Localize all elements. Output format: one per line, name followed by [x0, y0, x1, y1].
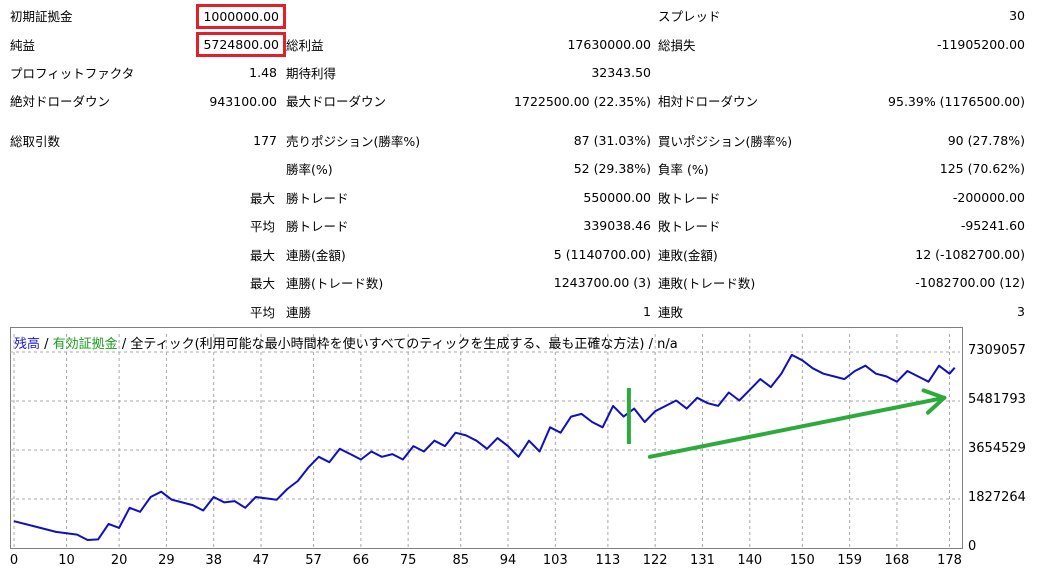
- max-consec-wins-money-value: 5 (1140700.00): [553, 247, 651, 262]
- x-tick-label: 113: [595, 553, 621, 568]
- avg-consec-losses-label: 連敗: [658, 305, 684, 320]
- max-win-trade-prefix: 最大: [250, 191, 276, 206]
- profit-factor-value: 1.48: [249, 65, 277, 80]
- gross-profit-value: 17630000.00: [567, 37, 651, 52]
- y-tick-label: 0: [968, 539, 977, 554]
- max-drawdown-label: 最大ドローダウン: [286, 94, 387, 109]
- max-consec-losses-count-label: 連敗(トレード数): [658, 276, 756, 291]
- avg-loss-trade-value: -95241.60: [960, 218, 1025, 233]
- avg-loss-trade-label: 敗トレード: [658, 219, 721, 234]
- avg-consec-wins-prefix: 平均: [250, 305, 276, 320]
- chart-legend: 残高 / 有効証拠金 / 全ティック(利用可能な最小時間枠を使いすべてのティック…: [14, 333, 678, 352]
- initial-deposit-label: 初期証拠金: [10, 9, 73, 24]
- legend-model: 全ティック(利用可能な最小時間枠を使いすべてのティックを生成する、最も正確な方法…: [130, 337, 645, 352]
- y-tick-label: 3654529: [968, 441, 1026, 456]
- gross-loss-label: 総損失: [658, 38, 696, 53]
- x-tick-label: 75: [399, 553, 417, 568]
- short-positions-label: 売りポジション(勝率%): [286, 134, 421, 149]
- max-consec-wins-count-prefix: 最大: [250, 276, 276, 291]
- legend-balance: 残高: [14, 337, 41, 352]
- legend-separator: /: [644, 337, 658, 352]
- legend-separator: /: [117, 337, 131, 352]
- profit-factor-label: プロフィットファクタ: [10, 66, 135, 81]
- x-tick-label: 0: [9, 553, 19, 568]
- spread-value: 30: [1009, 8, 1025, 23]
- x-tick-label: 38: [205, 553, 222, 568]
- max-win-trade-label: 勝トレード: [286, 191, 349, 206]
- max-consec-wins-count-label: 連勝(トレード数): [286, 276, 384, 291]
- avg-win-trade-prefix: 平均: [250, 219, 276, 234]
- x-tick-label: 131: [690, 553, 715, 568]
- spread-label: スプレッド: [658, 9, 721, 24]
- x-tick-label: 178: [937, 553, 962, 568]
- net-profit-value: 5724800.00: [196, 32, 286, 57]
- y-tick-label: 1827264: [968, 490, 1026, 505]
- annotation-arrow-shaft: [647, 395, 947, 459]
- rel-drawdown-label: 相対ドローダウン: [658, 94, 759, 109]
- short-positions-value: 87 (31.03%): [573, 133, 651, 148]
- x-tick-label: 140: [737, 553, 763, 568]
- x-tick-label: 10: [58, 553, 75, 568]
- net-profit-label: 純益: [10, 38, 36, 53]
- x-tick-label: 66: [352, 553, 370, 568]
- max-consec-wins-money-label: 連勝(金額): [286, 248, 346, 263]
- x-tick-label: 103: [542, 553, 568, 568]
- x-tick-label: 150: [789, 553, 815, 568]
- y-tick-label: 5481793: [968, 392, 1026, 407]
- y-tick-label: 7309057: [968, 343, 1026, 358]
- annotation-arrow-head: [921, 388, 947, 400]
- max-consec-wins-money-prefix: 最大: [250, 248, 276, 263]
- total-trades-value: 177: [253, 133, 277, 148]
- rel-drawdown-value: 95.39% (1176500.00): [888, 94, 1025, 109]
- max-drawdown-value: 1722500.00 (22.35%): [514, 94, 651, 109]
- x-tick-label: 122: [642, 553, 668, 568]
- abs-drawdown-label: 絶対ドローダウン: [10, 94, 111, 109]
- max-consec-losses-money-label: 連敗(金額): [658, 248, 718, 263]
- initial-deposit-value: 1000000.00: [196, 4, 286, 29]
- max-loss-trade-value: -200000.00: [952, 190, 1025, 205]
- win-rate-label: 勝率(%): [286, 162, 333, 177]
- abs-drawdown-value: 943100.00: [209, 94, 277, 109]
- win-rate-value: 52 (29.38%): [573, 161, 651, 176]
- legend-equity: 有効証拠金: [52, 337, 118, 352]
- loss-rate-label: 負率 (%): [658, 162, 709, 177]
- balance-series-line: [13, 353, 956, 541]
- long-positions-label: 買いポジション(勝率%): [658, 134, 793, 149]
- avg-consec-wins-value: 1: [643, 304, 651, 319]
- avg-win-trade-value: 339038.46: [583, 218, 651, 233]
- max-consec-losses-money-value: 12 (-1082700.00): [915, 247, 1025, 262]
- legend-separator: /: [40, 337, 53, 352]
- gross-loss-value: -11905200.00: [936, 37, 1025, 52]
- long-positions-value: 90 (27.78%): [947, 133, 1025, 148]
- legend-extra: n/a: [657, 337, 678, 352]
- avg-consec-wins-label: 連勝: [286, 305, 312, 320]
- avg-win-trade-label: 勝トレード: [286, 219, 349, 234]
- x-tick-label: 168: [884, 553, 910, 568]
- x-tick-label: 159: [837, 553, 863, 568]
- chart-frame: [10, 327, 963, 549]
- expected-payoff-value: 32343.50: [591, 65, 651, 80]
- x-tick-label: 29: [158, 553, 175, 568]
- x-tick-label: 47: [252, 553, 270, 568]
- loss-rate-value: 125 (70.62%): [939, 161, 1025, 176]
- x-tick-label: 85: [452, 553, 469, 568]
- max-consec-wins-count-value: 1243700.00 (3): [553, 275, 651, 290]
- x-tick-label: 94: [499, 553, 517, 568]
- expected-payoff-label: 期待利得: [286, 66, 337, 81]
- total-trades-label: 総取引数: [10, 134, 61, 149]
- x-tick-label: 20: [110, 553, 128, 568]
- avg-consec-losses-value: 3: [1017, 304, 1025, 319]
- annotation-arrow-head: [925, 395, 947, 415]
- max-win-trade-value: 550000.00: [583, 190, 651, 205]
- max-consec-losses-count-value: -1082700.00 (12): [915, 275, 1025, 290]
- gross-profit-label: 総利益: [286, 38, 324, 53]
- x-tick-label: 57: [305, 553, 322, 568]
- max-loss-trade-label: 敗トレード: [658, 191, 721, 206]
